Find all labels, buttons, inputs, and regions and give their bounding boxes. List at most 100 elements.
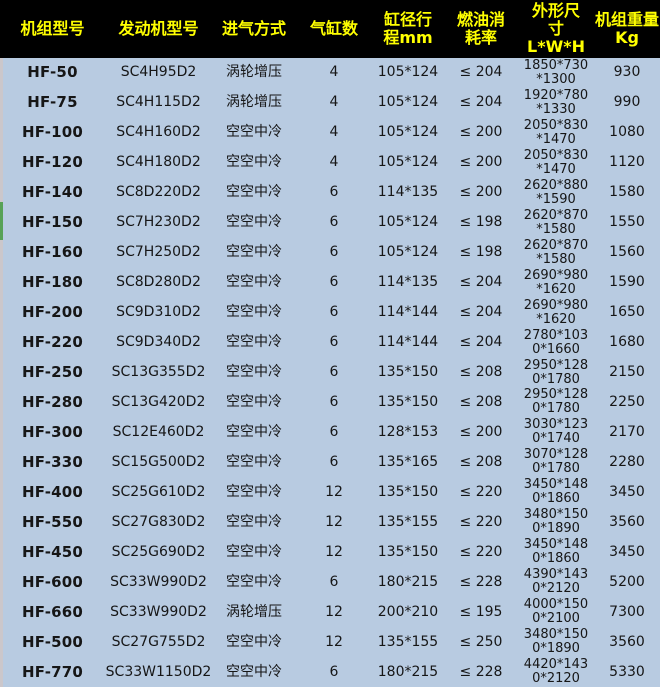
- column-header-weight: 机组重量 Kg: [594, 10, 659, 47]
- cell-dimensions-wrap: 3450*1480*1860: [523, 538, 589, 566]
- cell-unit-weight: 2150: [609, 364, 645, 380]
- cell-engine-model: SC33W990D2: [110, 603, 207, 620]
- cell-engine-model: SC7H230D2: [116, 214, 201, 231]
- table-row: HF-220 SC9D340D2 空空中冷 6 114*144 ≤ 204 27…: [0, 328, 660, 358]
- cell-dimensions: 4420*1430*2120: [523, 657, 589, 687]
- cell-engine-model: SC25G690D2: [111, 543, 206, 560]
- cell-bore-stroke: 105*124: [377, 214, 439, 231]
- cell-engine-model: SC33W990D2: [110, 573, 207, 590]
- cell-dimensions: 2950*1280*1780: [523, 357, 589, 387]
- cell-engine-model: SC13G355D2: [111, 364, 206, 380]
- cell-cylinder-count: 4: [329, 94, 339, 111]
- cell-cylinder-count: 6: [329, 304, 339, 321]
- cell-intake-method: 涡轮增压: [226, 603, 282, 620]
- cell-cylinder-count: 4: [329, 64, 339, 81]
- cell-dimensions: 3450*1480*1860: [523, 537, 589, 567]
- cell-bore-stroke: 114*135: [377, 184, 439, 201]
- cell-dimensions: 2050*830*1470: [523, 147, 589, 177]
- cell-unit-weight: 990: [613, 94, 641, 111]
- cell-bore-stroke: 135*150: [377, 483, 439, 500]
- cell-unit-model: HF-50: [27, 63, 78, 82]
- cell-intake-method: 涡轮增压: [226, 94, 282, 111]
- cell-fuel-consumption: ≤ 228: [459, 663, 503, 680]
- cell-unit-model: HF-330: [21, 452, 84, 471]
- cell-engine-model: SC27G755D2: [111, 633, 206, 650]
- cell-unit-model: HF-150: [21, 213, 84, 232]
- cell-unit-model: HF-770: [21, 662, 84, 681]
- column-header-engine: 发动机型号: [118, 19, 199, 38]
- cell-fuel-consumption: ≤ 220: [459, 483, 503, 500]
- cell-fuel-consumption: ≤ 228: [459, 573, 503, 590]
- cell-dimensions: 2780*1030*1660: [523, 327, 589, 357]
- cell-intake-method: 空空中冷: [226, 364, 282, 380]
- table-row: HF-180 SC8D280D2 空空中冷 6 114*135 ≤ 204 26…: [0, 268, 660, 298]
- cell-intake-method: 空空中冷: [226, 513, 282, 530]
- cell-fuel-consumption: ≤ 200: [459, 184, 503, 201]
- cell-unit-weight: 1550: [609, 214, 645, 231]
- table-row: HF-770 SC33W1150D2 空空中冷 6 180*215 ≤ 228 …: [0, 657, 660, 687]
- cell-unit-weight: 1680: [609, 334, 645, 351]
- cell-dimensions-wrap: 2620*870*1580: [523, 207, 589, 237]
- cell-unit-weight: 3450: [609, 483, 645, 500]
- table-header: 机组型号 发动机型号 进气方式 气缸数 缸径行程mm 燃油消耗率 外形尺寸 L*W*H 机组重…: [0, 0, 660, 58]
- table-row: HF-200 SC9D310D2 空空中冷 6 114*144 ≤ 204 26…: [0, 298, 660, 328]
- cell-unit-model: HF-300: [21, 422, 84, 441]
- cell-bore-stroke: 135*150: [377, 364, 439, 380]
- cell-unit-model: HF-500: [21, 632, 84, 651]
- cell-fuel-consumption: ≤ 208: [459, 393, 503, 410]
- cell-dimensions-wrap: 3480*1500*1890: [523, 628, 589, 656]
- cell-dimensions-wrap: 2620*870*1580: [523, 238, 589, 267]
- cell-unit-model: HF-660: [21, 602, 84, 621]
- cell-dimensions-wrap: 4000*1500*2100: [523, 598, 589, 626]
- cell-dimensions-wrap: 2690*980*1620: [523, 298, 589, 327]
- cell-cylinder-count: 6: [329, 274, 339, 291]
- cell-dimensions: 2690*980*1620: [523, 267, 589, 297]
- cell-unit-model: HF-200: [21, 303, 84, 322]
- cell-dimensions: 3450*1480*1860: [523, 477, 589, 507]
- cell-bore-stroke: 135*150: [377, 393, 439, 410]
- cell-unit-weight: 3450: [609, 543, 645, 560]
- cell-fuel-consumption: ≤ 200: [459, 154, 503, 171]
- left-edge-green-marker: [0, 202, 3, 240]
- cell-engine-model: SC12E460D2: [112, 423, 205, 440]
- cell-unit-weight: 930: [613, 64, 641, 81]
- cell-unit-weight: 1080: [609, 124, 645, 141]
- cell-engine-model: SC4H115D2: [116, 94, 201, 111]
- cell-dimensions: 4390*1430*2120: [523, 567, 589, 597]
- cell-dimensions-wrap: 2780*1030*1660: [523, 327, 589, 357]
- cell-fuel-consumption: ≤ 204: [459, 64, 503, 81]
- cell-intake-method: 空空中冷: [226, 154, 282, 171]
- cell-bore-stroke: 135*155: [377, 633, 439, 650]
- cell-unit-model: HF-250: [21, 363, 84, 381]
- cell-dimensions: 1920*780*1330: [523, 87, 589, 117]
- cell-bore-stroke: 114*135: [377, 274, 439, 291]
- cell-bore-stroke: 135*165: [377, 453, 439, 470]
- cell-bore-stroke: 114*144: [377, 334, 439, 351]
- cell-cylinder-count: 4: [329, 124, 339, 141]
- cell-dimensions-wrap: 3450*1480*1860: [523, 478, 589, 506]
- cell-intake-method: 涡轮增压: [226, 64, 282, 81]
- cell-bore-stroke: 105*124: [377, 154, 439, 171]
- cell-unit-model: HF-100: [21, 123, 84, 142]
- cell-intake-method: 空空中冷: [226, 573, 282, 590]
- cell-intake-method: 空空中冷: [226, 334, 282, 351]
- cell-unit-weight: 1120: [609, 154, 645, 171]
- cell-unit-weight: 1560: [609, 244, 645, 261]
- cell-unit-model: HF-120: [21, 153, 84, 172]
- table-row: HF-330 SC15G500D2 空空中冷 6 135*165 ≤ 208 3…: [0, 447, 660, 477]
- cell-engine-model: SC33W1150D2: [105, 663, 212, 680]
- table-body: HF-50 SC4H95D2 涡轮增压 4 105*124 ≤ 204 1850…: [0, 58, 660, 687]
- cell-intake-method: 空空中冷: [226, 453, 282, 470]
- cell-unit-model: HF-550: [21, 512, 84, 531]
- cell-engine-model: SC25G610D2: [111, 483, 206, 500]
- cell-dimensions-wrap: 2950*1280*1780: [523, 357, 589, 387]
- cell-bore-stroke: 114*144: [377, 304, 439, 321]
- table-row: HF-100 SC4H160D2 空空中冷 4 105*124 ≤ 200 20…: [0, 118, 660, 148]
- cell-fuel-consumption: ≤ 204: [459, 94, 503, 111]
- cell-unit-model: HF-280: [21, 392, 84, 411]
- cell-dimensions: 2620*870*1580: [523, 207, 589, 237]
- cell-intake-method: 空空中冷: [226, 304, 282, 321]
- cell-unit-weight: 2250: [609, 393, 645, 410]
- cell-engine-model: SC8D280D2: [116, 274, 201, 291]
- table-row: HF-300 SC12E460D2 空空中冷 6 128*153 ≤ 200 3…: [0, 417, 660, 447]
